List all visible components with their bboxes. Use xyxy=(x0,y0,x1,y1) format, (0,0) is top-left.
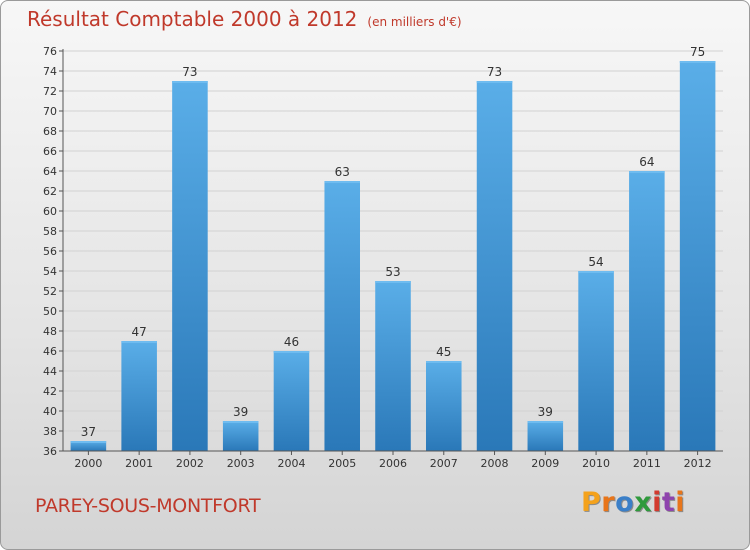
chart-subtitle: (en milliers d'€) xyxy=(367,15,462,29)
value-label-2007: 45 xyxy=(436,345,451,359)
bar-highlight xyxy=(222,421,259,423)
bar-highlight xyxy=(324,181,360,183)
y-tick-label: 58 xyxy=(43,225,57,238)
logo-letter: x xyxy=(634,487,653,518)
bar-2000 xyxy=(70,441,107,451)
x-tick-label-2012: 2012 xyxy=(684,457,712,470)
value-label-2005: 63 xyxy=(335,165,350,179)
x-tick-label-2002: 2002 xyxy=(176,457,204,470)
bar-highlight xyxy=(578,271,614,273)
bar-2011 xyxy=(629,171,665,451)
y-tick-label: 62 xyxy=(43,185,57,198)
y-tick-label: 66 xyxy=(43,145,57,158)
bar-2005 xyxy=(324,181,360,451)
bar-2004 xyxy=(273,351,310,451)
bar-highlight xyxy=(172,81,208,83)
bar-2003 xyxy=(222,421,259,451)
logo-letter: t xyxy=(661,487,676,518)
value-label-2011: 64 xyxy=(639,155,654,169)
value-label-2010: 54 xyxy=(588,255,603,269)
y-tick-label: 68 xyxy=(43,125,57,138)
value-label-2001: 47 xyxy=(132,325,147,339)
y-tick-label: 76 xyxy=(43,45,57,58)
y-tick-label: 56 xyxy=(43,245,57,258)
bar-highlight xyxy=(70,441,107,443)
bar-2001 xyxy=(121,341,157,451)
logo-letter: r xyxy=(601,487,616,518)
y-tick-label: 60 xyxy=(43,205,57,218)
value-label-2000: 37 xyxy=(81,425,96,439)
x-tick-label-2006: 2006 xyxy=(379,457,407,470)
x-tick-label-2003: 2003 xyxy=(227,457,255,470)
proxiti-logo: Proxiti xyxy=(581,487,685,518)
x-tick-label-2009: 2009 xyxy=(531,457,559,470)
bar-highlight xyxy=(426,361,462,363)
bar-2008 xyxy=(476,81,513,451)
x-tick-label-2010: 2010 xyxy=(582,457,610,470)
bar-highlight xyxy=(375,281,411,283)
logo-letter: i xyxy=(652,487,662,518)
value-label-2003: 39 xyxy=(233,405,248,419)
value-label-2012: 75 xyxy=(690,45,705,59)
y-tick-label: 36 xyxy=(43,445,57,458)
y-tick-label: 46 xyxy=(43,345,57,358)
bar-highlight xyxy=(679,61,716,63)
y-tick-label: 44 xyxy=(43,365,57,378)
commune-name: PAREY-SOUS-MONTFORT xyxy=(35,495,261,517)
bar-2002 xyxy=(172,81,208,451)
y-tick-label: 64 xyxy=(43,165,57,178)
value-label-2008: 73 xyxy=(487,65,502,79)
x-tick-label-2007: 2007 xyxy=(430,457,458,470)
x-tick-label-2004: 2004 xyxy=(277,457,305,470)
value-label-2002: 73 xyxy=(182,65,197,79)
bars: 37 47 73 39 46 63 53 45 73 39 54 64 75 xyxy=(70,45,716,451)
value-label-2004: 46 xyxy=(284,335,299,349)
x-tick-label-2008: 2008 xyxy=(481,457,509,470)
y-tick-label: 54 xyxy=(43,265,57,278)
bar-highlight xyxy=(476,81,513,83)
y-tick-label: 48 xyxy=(43,325,57,338)
x-tick-label-2011: 2011 xyxy=(633,457,661,470)
bar-2006 xyxy=(375,281,411,451)
bar-2010 xyxy=(578,271,614,451)
y-tick-label: 72 xyxy=(43,85,57,98)
logo-letter: i xyxy=(675,487,686,518)
chart-title-block: Résultat Comptable 2000 à 2012 (en millie… xyxy=(27,7,462,31)
logo-letter: o xyxy=(615,487,635,518)
value-label-2006: 53 xyxy=(385,265,400,279)
bar-highlight xyxy=(273,351,310,353)
bar-2012 xyxy=(679,61,716,451)
y-tick-label: 70 xyxy=(43,105,57,118)
logo-letter: P xyxy=(581,487,602,518)
y-tick-label: 50 xyxy=(43,305,57,318)
y-tick-label: 40 xyxy=(43,405,57,418)
x-tick-label-2000: 2000 xyxy=(74,457,102,470)
y-tick-label: 38 xyxy=(43,425,57,438)
bar-2007 xyxy=(426,361,462,451)
bar-highlight xyxy=(121,341,157,343)
axes: 36 38 40 42 44 46 48 50 52 54 56 58 60 62 64 66 68 70 72 74… xyxy=(43,45,723,470)
value-label-2009: 39 xyxy=(538,405,553,419)
x-tick-label-2005: 2005 xyxy=(328,457,356,470)
bar-highlight xyxy=(629,171,665,173)
y-tick-label: 42 xyxy=(43,385,57,398)
y-tick-label: 74 xyxy=(43,65,57,78)
chart-title: Résultat Comptable 2000 à 2012 xyxy=(27,7,358,31)
bar-2009 xyxy=(527,421,564,451)
x-tick-label-2001: 2001 xyxy=(125,457,153,470)
bar-highlight xyxy=(527,421,564,423)
y-tick-label: 52 xyxy=(43,285,57,298)
